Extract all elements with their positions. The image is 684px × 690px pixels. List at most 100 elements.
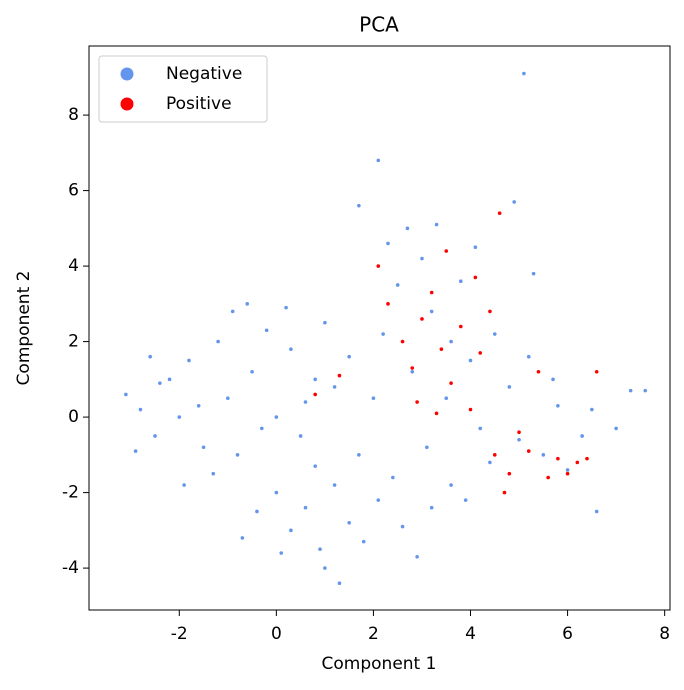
- point: [429, 309, 434, 314]
- point: [473, 275, 478, 280]
- point: [628, 388, 633, 393]
- point: [488, 460, 492, 465]
- point: [235, 453, 240, 457]
- y-axis-label: Component 2: [14, 271, 34, 386]
- point: [357, 203, 361, 208]
- point: [594, 509, 599, 514]
- point: [512, 200, 516, 204]
- legend-marker: [120, 97, 134, 111]
- chart-title: PCA: [359, 13, 399, 37]
- y-tick-label: 4: [68, 256, 79, 276]
- point: [337, 581, 342, 585]
- point: [376, 158, 381, 163]
- point: [313, 464, 317, 468]
- point: [289, 528, 293, 533]
- point: [405, 226, 410, 231]
- point: [415, 554, 419, 559]
- point: [556, 403, 560, 408]
- point: [546, 475, 550, 480]
- point: [240, 536, 245, 540]
- point: [400, 339, 405, 344]
- point: [449, 381, 453, 385]
- point: [429, 505, 434, 510]
- point: [502, 490, 507, 495]
- x-tick-label: -2: [171, 624, 188, 644]
- point: [158, 381, 162, 385]
- point: [148, 354, 152, 359]
- point: [478, 351, 483, 355]
- point: [410, 369, 415, 374]
- point: [264, 328, 269, 333]
- y-tick-label: 0: [68, 407, 79, 427]
- point: [177, 415, 182, 419]
- point: [284, 305, 288, 310]
- point: [255, 509, 259, 514]
- x-tick-label: 4: [465, 624, 476, 644]
- point: [444, 396, 449, 401]
- point: [468, 358, 473, 363]
- point: [415, 400, 419, 404]
- point: [575, 460, 580, 465]
- point: [614, 426, 618, 431]
- point: [303, 400, 308, 404]
- x-tick-label: 8: [659, 624, 670, 644]
- point: [133, 449, 138, 453]
- point: [347, 520, 351, 525]
- point: [429, 290, 434, 295]
- point: [381, 332, 385, 336]
- point: [526, 354, 531, 359]
- point: [488, 309, 492, 314]
- point: [410, 366, 415, 370]
- point: [279, 551, 284, 555]
- point: [459, 279, 463, 283]
- point: [318, 547, 322, 552]
- point: [274, 415, 279, 419]
- point: [556, 456, 560, 461]
- point: [478, 426, 483, 431]
- point: [643, 388, 648, 393]
- point: [211, 471, 216, 476]
- point: [522, 71, 526, 76]
- point: [420, 256, 424, 261]
- point: [507, 385, 512, 389]
- point: [468, 407, 473, 412]
- point: [391, 475, 395, 480]
- point: [313, 392, 317, 397]
- point: [507, 471, 512, 476]
- point: [565, 471, 570, 476]
- x-tick-label: 0: [271, 624, 282, 644]
- point: [434, 411, 439, 416]
- point: [449, 483, 453, 487]
- point: [434, 222, 439, 227]
- point: [361, 539, 366, 544]
- x-axis-label: Component 1: [322, 654, 437, 674]
- x-tick-label: 6: [562, 624, 573, 644]
- point: [153, 434, 157, 438]
- point: [517, 437, 521, 442]
- point: [196, 403, 201, 408]
- point: [187, 358, 191, 363]
- y-tick-label: -4: [62, 558, 79, 578]
- point: [444, 249, 449, 253]
- point: [332, 385, 337, 389]
- point: [580, 434, 584, 438]
- point: [395, 283, 400, 287]
- legend-marker: [120, 67, 134, 81]
- point: [536, 369, 541, 374]
- point: [124, 392, 128, 397]
- point: [201, 445, 206, 450]
- point: [250, 369, 254, 374]
- point: [473, 245, 478, 250]
- point: [376, 498, 381, 502]
- point: [182, 483, 186, 487]
- point: [332, 483, 337, 487]
- legend-box: [98, 55, 268, 123]
- point: [531, 271, 536, 276]
- point: [386, 302, 390, 306]
- point: [449, 339, 453, 344]
- y-tick-label: 2: [68, 332, 79, 352]
- point: [526, 449, 531, 453]
- point: [347, 354, 351, 359]
- point: [585, 456, 589, 461]
